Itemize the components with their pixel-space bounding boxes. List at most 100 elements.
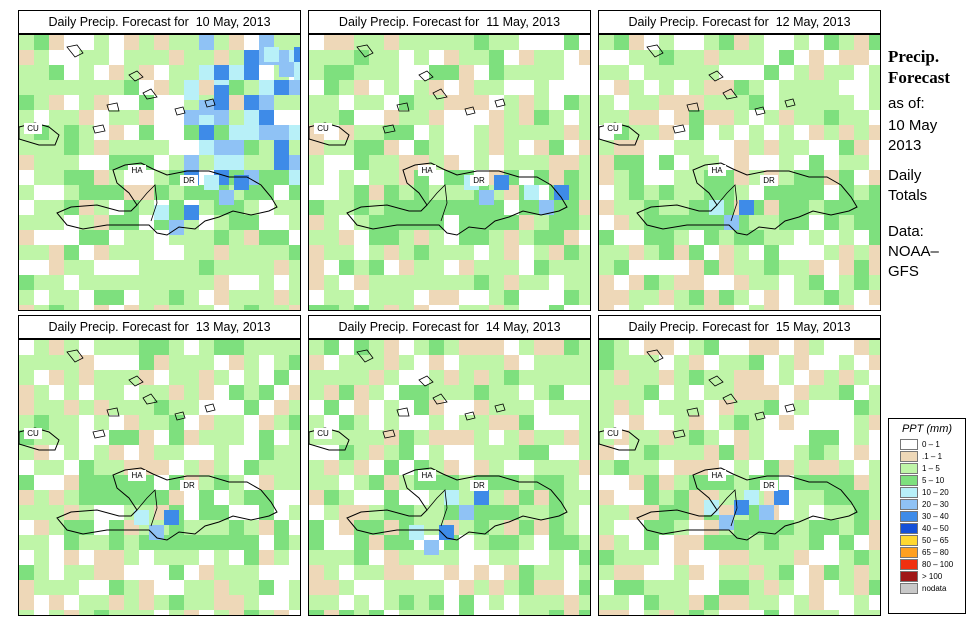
legend-item: 20 – 30 [889, 499, 965, 511]
precip-cell [369, 155, 384, 170]
precip-cell [869, 65, 880, 80]
precip-cell [19, 355, 34, 370]
precip-cell [369, 610, 384, 615]
precip-cell [184, 260, 199, 275]
precip-cell [644, 520, 659, 535]
precip-cell [49, 550, 64, 565]
precip-cell [854, 125, 869, 140]
precip-cell [49, 170, 64, 185]
precip-cell [579, 65, 590, 80]
precip-cell [704, 565, 719, 580]
precip-cell [704, 140, 719, 155]
precip-cell [629, 565, 644, 580]
precip-cell [614, 415, 629, 430]
precip-cell [674, 65, 689, 80]
precip-cell [369, 445, 384, 460]
precip-cell [794, 415, 809, 430]
precip-cell [169, 400, 184, 415]
precip-cell [854, 110, 869, 125]
precip-cell [599, 305, 614, 310]
precip-map[interactable]: CU HA DR [598, 339, 881, 616]
precip-cell [869, 305, 880, 310]
precip-cell [549, 50, 564, 65]
precip-cell [309, 505, 324, 520]
legend-title: PPT (mm) [901, 423, 953, 435]
map-label: DR [180, 175, 198, 186]
precip-cell [489, 305, 504, 310]
precip-cell [629, 520, 644, 535]
precip-cell [659, 460, 674, 475]
precip-cell [824, 35, 839, 50]
precip-cell [169, 80, 184, 95]
precip-cell [199, 550, 214, 565]
precip-map[interactable]: CU HA DR [308, 34, 591, 311]
precip-cell [384, 50, 399, 65]
precip-cell [824, 580, 839, 595]
precip-cell [384, 170, 399, 185]
precip-cell [459, 200, 474, 215]
precip-cell [139, 610, 154, 615]
precip-cell [629, 110, 644, 125]
precip-cell [614, 550, 629, 565]
precip-cell [49, 415, 64, 430]
precip-cell-high [719, 515, 734, 530]
precip-cell [549, 290, 564, 305]
precip-cell [579, 445, 590, 460]
precip-cell [34, 110, 49, 125]
precip-cell [139, 400, 154, 415]
precip-cell [199, 200, 214, 215]
precip-map[interactable]: CU HA DR [18, 339, 301, 616]
panel-title: Daily Precip. Forecast for 14 May, 2013 [308, 315, 591, 339]
precip-cell [489, 430, 504, 445]
precip-cell [824, 125, 839, 140]
precip-cell [354, 275, 369, 290]
precip-cell [794, 535, 809, 550]
precip-cell [599, 520, 614, 535]
precip-cell [399, 475, 414, 490]
precip-cell [34, 50, 49, 65]
precip-cell [629, 275, 644, 290]
precip-cell [504, 460, 519, 475]
precip-cell [674, 185, 689, 200]
precip-map[interactable]: CU HA DR [308, 339, 591, 616]
precip-cell [184, 610, 199, 615]
precip-cell [229, 610, 244, 615]
precip-cell [79, 370, 94, 385]
precip-cell [779, 80, 794, 95]
precip-cell [579, 535, 590, 550]
daily-label: Daily [888, 167, 922, 184]
precip-cell [444, 400, 459, 415]
precip-cell [324, 170, 339, 185]
forecast-panel-5: Daily Precip. Forecast for 14 May, 2013 … [308, 315, 591, 616]
precip-cell [719, 430, 734, 445]
precip-cell [854, 460, 869, 475]
precip-cell [429, 245, 444, 260]
precip-cell [779, 200, 794, 215]
precip-cell [229, 80, 244, 95]
precip-cell [429, 110, 444, 125]
precip-cell [644, 610, 659, 615]
precip-cell [214, 155, 229, 170]
precip-cell [19, 215, 34, 230]
precip-cell [489, 230, 504, 245]
precip-cell [324, 110, 339, 125]
precip-cell [384, 460, 399, 475]
precip-cell [229, 140, 244, 155]
precip-cell [244, 80, 259, 95]
precip-map[interactable]: CU HA DR [18, 34, 301, 311]
precip-cell [459, 95, 474, 110]
precip-cell [689, 290, 704, 305]
precip-cell [459, 535, 474, 550]
precip-cell [764, 95, 779, 110]
precip-cell [259, 305, 274, 310]
precip-cell [629, 370, 644, 385]
legend-label: 0 – 1 [922, 440, 940, 449]
precip-cell [339, 445, 354, 460]
precip-map[interactable]: CU HA DR [598, 34, 881, 311]
precip-cell [369, 170, 384, 185]
precip-cell [139, 565, 154, 580]
precip-cell [339, 610, 354, 615]
precip-cell [474, 35, 489, 50]
precip-cell [534, 355, 549, 370]
precip-cell [794, 170, 809, 185]
